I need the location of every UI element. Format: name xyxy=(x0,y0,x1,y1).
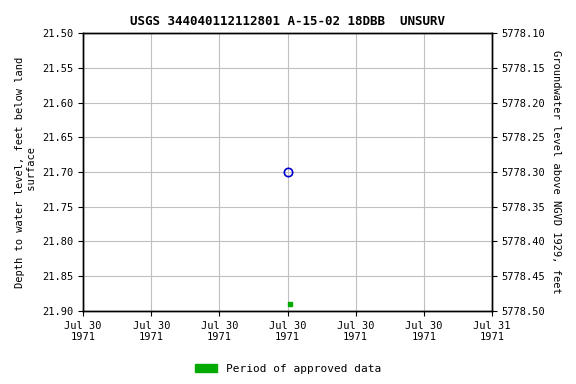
Title: USGS 344040112112801 A-15-02 18DBB  UNSURV: USGS 344040112112801 A-15-02 18DBB UNSUR… xyxy=(130,15,445,28)
Y-axis label: Depth to water level, feet below land
 surface: Depth to water level, feet below land su… xyxy=(15,56,37,288)
Y-axis label: Groundwater level above NGVD 1929, feet: Groundwater level above NGVD 1929, feet xyxy=(551,50,561,294)
Legend: Period of approved data: Period of approved data xyxy=(191,359,385,379)
